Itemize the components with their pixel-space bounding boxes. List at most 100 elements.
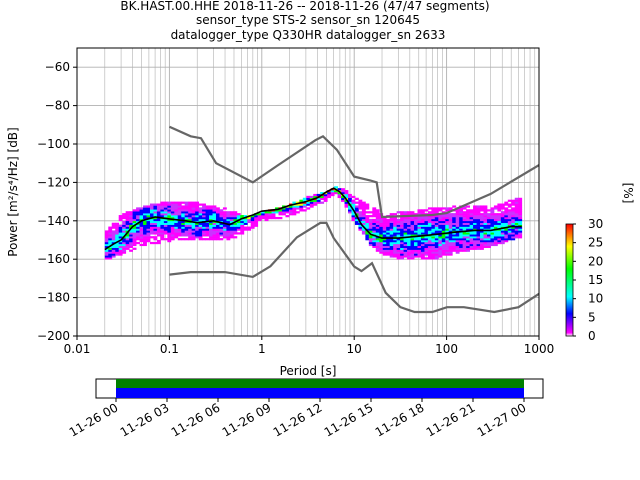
psd-cell	[122, 222, 127, 225]
psd-cell	[170, 228, 175, 231]
psd-cell	[493, 240, 498, 243]
psd-cell	[462, 216, 467, 220]
psd-cell	[156, 213, 161, 216]
psd-cell	[396, 220, 401, 224]
psd-cell	[504, 211, 509, 214]
psd-cell	[160, 218, 165, 222]
coverage-tick-label: 11-26 21	[424, 400, 478, 439]
psd-cell	[431, 224, 436, 227]
psd-cell	[514, 234, 519, 237]
psd-cell	[511, 234, 516, 237]
psd-cell	[403, 226, 408, 229]
psd-cell	[202, 215, 206, 218]
psd-cell	[202, 207, 206, 210]
psd-cell	[459, 247, 464, 250]
psd-cell	[149, 209, 154, 212]
psd-cell	[365, 207, 370, 210]
psd-cell	[511, 216, 516, 220]
psd-cell	[445, 236, 450, 239]
psd-cell	[448, 241, 453, 245]
psd-cell	[452, 218, 457, 222]
psd-cell	[403, 224, 408, 227]
psd-cell	[361, 220, 366, 224]
psd-cell	[264, 213, 269, 216]
psd-cell	[431, 238, 436, 241]
psd-cell	[427, 216, 432, 220]
psd-cell	[108, 255, 113, 258]
psd-cell	[264, 211, 269, 214]
psd-cell	[143, 243, 147, 247]
psd-cell	[407, 218, 411, 222]
psd-cell	[188, 238, 193, 241]
psd-cell	[167, 203, 172, 206]
psd-cell	[132, 220, 137, 224]
psd-cell	[480, 226, 484, 229]
psd-cell	[368, 234, 373, 237]
psd-cell	[396, 251, 401, 254]
psd-cell	[132, 236, 137, 239]
psd-cell	[184, 232, 189, 235]
psd-cell	[490, 220, 495, 224]
psd-cell	[480, 218, 484, 222]
psd-cell	[170, 230, 175, 233]
psd-cell	[278, 211, 283, 214]
psd-cell	[247, 226, 252, 229]
psd-cell	[268, 215, 272, 218]
psd-cell	[181, 213, 186, 216]
psd-cell	[493, 232, 498, 235]
psd-cell	[469, 213, 474, 216]
psd-cell	[400, 255, 404, 258]
psd-cell	[389, 243, 394, 247]
psd-cell	[320, 197, 325, 200]
psd-cell	[226, 218, 231, 222]
psd-cell	[504, 234, 509, 237]
psd-cell	[448, 249, 453, 252]
psd-cell	[403, 253, 408, 256]
psd-cell	[236, 232, 241, 235]
psd-cell	[229, 216, 234, 220]
psd-cell	[379, 240, 384, 243]
psd-cell	[191, 222, 196, 225]
psd-cell	[511, 228, 516, 231]
psd-cell	[507, 216, 512, 220]
psd-cell	[396, 238, 401, 241]
psd-cell	[167, 218, 172, 222]
psd-cell	[229, 226, 234, 229]
psd-cell	[222, 230, 227, 233]
psd-cell	[195, 213, 200, 216]
psd-cell	[407, 228, 411, 231]
psd-cell	[441, 220, 446, 224]
psd-cell	[420, 222, 425, 225]
psd-cell	[493, 238, 498, 241]
psd-cell	[118, 230, 123, 233]
psd-cell	[111, 249, 116, 252]
psd-cell	[466, 220, 471, 224]
psd-cell	[292, 207, 297, 210]
psd-cell	[118, 216, 123, 220]
psd-cell	[379, 243, 384, 247]
psd-cell	[285, 211, 290, 214]
psd-cell	[497, 236, 502, 239]
psd-cell	[490, 222, 495, 225]
psd-cell	[365, 216, 370, 220]
psd-cell	[455, 213, 460, 216]
psd-cell	[181, 211, 186, 214]
psd-cell	[476, 234, 481, 237]
psd-cell	[226, 234, 231, 237]
psd-cell	[396, 218, 401, 222]
psd-cell	[434, 222, 439, 225]
psd-cell	[167, 220, 172, 224]
psd-cell	[455, 209, 460, 212]
psd-cell	[111, 255, 116, 258]
psd-cell	[229, 224, 234, 227]
psd-cell	[167, 215, 172, 218]
psd-cell	[365, 218, 370, 222]
psd-cell	[490, 216, 495, 220]
psd-cell	[476, 238, 481, 241]
psd-cell	[288, 213, 293, 216]
psd-cell	[181, 230, 186, 233]
psd-cell	[257, 215, 262, 218]
plot-frame	[76, 47, 540, 337]
psd-cell	[473, 216, 477, 220]
